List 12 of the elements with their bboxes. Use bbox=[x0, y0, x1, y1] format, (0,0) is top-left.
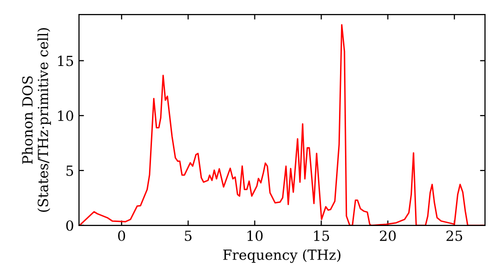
x-tick-label: 0 bbox=[118, 230, 126, 242]
x-axis-title: Frequency (THz) bbox=[223, 249, 340, 263]
y-tick-label: 0 bbox=[66, 220, 74, 231]
y-tick-label: 15 bbox=[58, 56, 74, 66]
y-axis-title: Phonon DOS (States/THz·primitive cell) bbox=[22, 28, 51, 212]
y-tick-label: 10 bbox=[58, 110, 74, 122]
x-tick-label: 5 bbox=[184, 230, 192, 242]
y-tick-label: 5 bbox=[66, 166, 74, 176]
x-tick-label: 25 bbox=[446, 230, 462, 242]
x-tick-label: 20 bbox=[380, 230, 396, 242]
x-tick-label: 15 bbox=[314, 230, 330, 242]
x-tick-label: 10 bbox=[248, 230, 263, 242]
